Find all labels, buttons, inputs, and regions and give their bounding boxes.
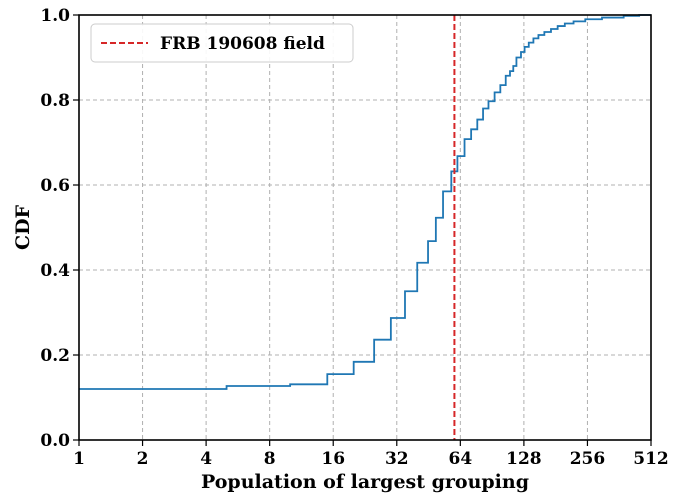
legend-label-frb-field: FRB 190608 field	[160, 34, 325, 54]
cdf-step-line	[79, 14, 651, 390]
tick-marks	[73, 14, 652, 446]
x-tick-label: 128	[506, 449, 542, 469]
y-tick-label: 0.2	[40, 346, 70, 366]
y-tick-label: 0.8	[40, 91, 70, 111]
y-tick-label: 0.0	[40, 431, 70, 451]
x-tick-label: 64	[448, 449, 472, 469]
grid-lines	[78, 14, 652, 441]
legend-box	[90, 23, 354, 63]
data-layer	[79, 14, 651, 440]
tick-labels: 1 2 4 8 16 32 64 128 256 512 0.0 0.2 0.4 0.6 0.8 1.0	[40, 6, 668, 469]
x-tick-label: 8	[264, 449, 276, 469]
legend: FRB 190608 field	[90, 23, 354, 63]
x-tick-label: 1	[73, 449, 85, 469]
x-tick-label: 512	[633, 449, 669, 469]
y-tick-label: 1.0	[40, 6, 70, 26]
y-tick-label: 0.6	[40, 176, 70, 196]
plot-frame	[78, 14, 652, 441]
x-tick-label: 4	[200, 449, 212, 469]
x-axis-label: Population of largest grouping	[201, 471, 529, 493]
x-tick-label: 256	[570, 449, 606, 469]
x-tick-label: 2	[137, 449, 149, 469]
y-axis-label: CDF	[12, 204, 34, 250]
y-tick-label: 0.4	[40, 261, 70, 281]
x-tick-label: 32	[385, 449, 409, 469]
x-tick-label: 16	[321, 449, 345, 469]
